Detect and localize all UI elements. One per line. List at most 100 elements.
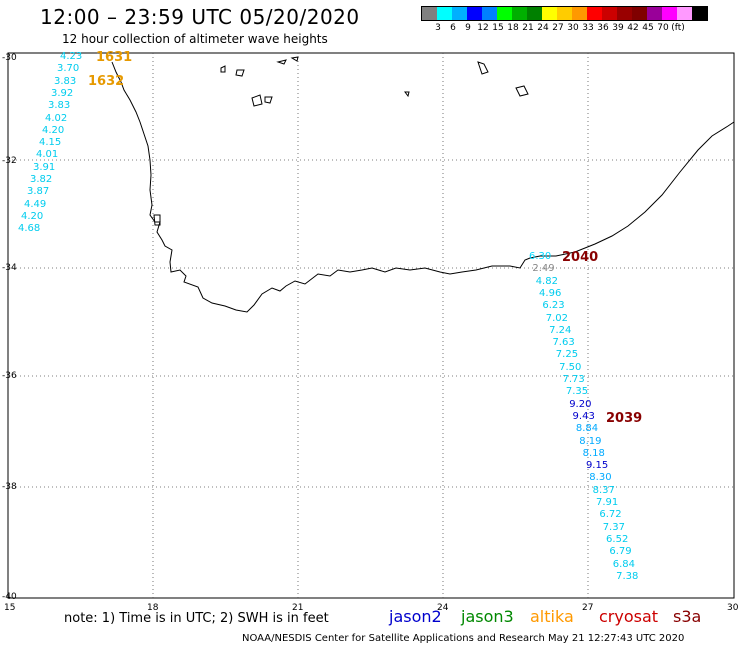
- time-label: 2039: [606, 411, 643, 426]
- legend-label: 33: [582, 23, 594, 33]
- lat-label: -40: [2, 592, 17, 602]
- legend-label: 3: [435, 23, 441, 33]
- lat-label: -34: [2, 263, 17, 273]
- lon-label: 27: [582, 603, 594, 613]
- lat-label: -30: [2, 53, 17, 63]
- legend-swatch: [557, 7, 572, 20]
- satellite-label-altika: altika: [530, 607, 574, 626]
- wave-height-value: 3.92: [51, 87, 74, 99]
- legend-swatch: [482, 7, 497, 20]
- wave-height-value: 3.83: [54, 75, 77, 87]
- legend-swatch: [587, 7, 602, 20]
- legend-swatch: [692, 7, 707, 20]
- wave-height-value: 6.52: [606, 533, 629, 545]
- legend-label: 30: [567, 23, 579, 33]
- satellite-label-s3a: s3a: [673, 607, 702, 626]
- wave-height-value: 8.19: [579, 435, 602, 447]
- legend-label: 42: [627, 23, 639, 33]
- satellite-label-cryosat: cryosat: [599, 607, 659, 626]
- wave-height-value: 7.38: [616, 570, 639, 582]
- legend-label: 70: [657, 23, 669, 33]
- legend-swatch: [572, 7, 587, 20]
- wave-height-value: 4.20: [21, 210, 44, 222]
- legend-label: 45: [642, 23, 654, 33]
- wave-height-value: 9.20: [569, 398, 592, 410]
- wave-height-value: 6.30: [529, 251, 552, 262]
- legend-label: 36: [597, 23, 609, 33]
- legend-swatch: [662, 7, 677, 20]
- wave-height-value: 4.01: [36, 149, 59, 161]
- lon-label: 21: [292, 603, 304, 613]
- wave-height-value: 6.79: [609, 546, 632, 558]
- wave-height-value: 9.15: [585, 460, 609, 472]
- legend-swatch: [497, 7, 512, 20]
- wave-height-value: 4.68: [18, 223, 41, 235]
- lat-label: -38: [2, 482, 17, 492]
- wave-height-value: 8.84: [575, 423, 599, 435]
- wave-height-value: 6.84: [612, 558, 636, 570]
- wave-height-value: 6.72: [599, 509, 622, 521]
- wave-height-value: 2.49: [532, 263, 555, 275]
- wave-height-value: 6.23: [542, 300, 565, 312]
- legend-swatch: [632, 7, 647, 20]
- color-scale-legend: [421, 6, 708, 21]
- wave-height-value: 4.20: [42, 124, 65, 136]
- time-label: 1631: [96, 50, 133, 65]
- legend-label: 39: [612, 23, 624, 33]
- lon-label: 18: [147, 603, 159, 613]
- time-label: 1632: [88, 74, 125, 89]
- wave-height-value: 8.37: [592, 484, 615, 496]
- legend-swatch: [437, 7, 452, 20]
- legend-swatch: [542, 7, 557, 20]
- gridlines: [8, 53, 734, 598]
- satellite-label-jason2: jason2: [389, 607, 442, 626]
- satellite-label-jason3: jason3: [461, 607, 514, 626]
- legend-swatch: [512, 7, 527, 20]
- legend-swatch: [647, 7, 662, 20]
- legend-swatch: [677, 7, 692, 20]
- legend-swatch: [527, 7, 542, 20]
- legend-label: (ft): [671, 23, 685, 33]
- legend-swatch: [602, 7, 617, 20]
- wave-height-value: 8.30: [589, 472, 612, 484]
- wave-height-value: 4.15: [39, 137, 62, 149]
- map-frame: [7, 52, 735, 599]
- wave-height-value: 3.82: [30, 174, 53, 185]
- legend-label: 24: [537, 23, 549, 33]
- legend-label: 18: [507, 23, 519, 33]
- legend-label: 21: [522, 23, 534, 33]
- wave-height-value: 7.25: [555, 349, 579, 361]
- coastline: [111, 61, 735, 313]
- wave-height-value: 8.18: [582, 447, 605, 459]
- legend-swatch: [617, 7, 632, 20]
- wave-height-value: 4.49: [24, 198, 47, 210]
- wave-height-value: 3.70: [57, 63, 80, 75]
- wave-height-value: 7.73: [562, 374, 585, 385]
- wave-height-value: 7.35: [565, 386, 589, 398]
- time-label: 2040: [562, 250, 599, 265]
- lon-label: 30: [727, 603, 739, 613]
- map-title: 12:00 – 23:59 UTC 05/20/2020: [40, 5, 360, 29]
- wave-height-value: 4.23: [60, 51, 83, 62]
- map-subtitle: 12 hour collection of altimeter wave hei…: [62, 32, 328, 46]
- legend-swatch: [452, 7, 467, 20]
- wave-height-value: 4.02: [45, 112, 68, 124]
- lon-label: 15: [4, 603, 16, 613]
- wave-height-value: 7.91: [596, 497, 619, 508]
- legend-label: 6: [450, 23, 456, 33]
- legend-swatch: [467, 7, 482, 20]
- legend-label: 27: [552, 23, 564, 33]
- lat-label: -36: [2, 371, 17, 381]
- legend-label: 9: [465, 23, 471, 33]
- wave-height-value: 9.43: [572, 410, 595, 422]
- legend-swatch: [422, 7, 437, 20]
- legend-label: 12: [477, 23, 489, 33]
- islands: [153, 56, 529, 226]
- legend-label: 15: [492, 23, 504, 33]
- wave-height-value: 4.82: [535, 275, 558, 287]
- footnote: note: 1) Time is in UTC; 2) SWH is in fe…: [64, 611, 329, 626]
- lon-label: 24: [437, 603, 449, 613]
- wave-height-value: 7.24: [549, 324, 572, 336]
- wave-height-value: 7.02: [545, 312, 569, 324]
